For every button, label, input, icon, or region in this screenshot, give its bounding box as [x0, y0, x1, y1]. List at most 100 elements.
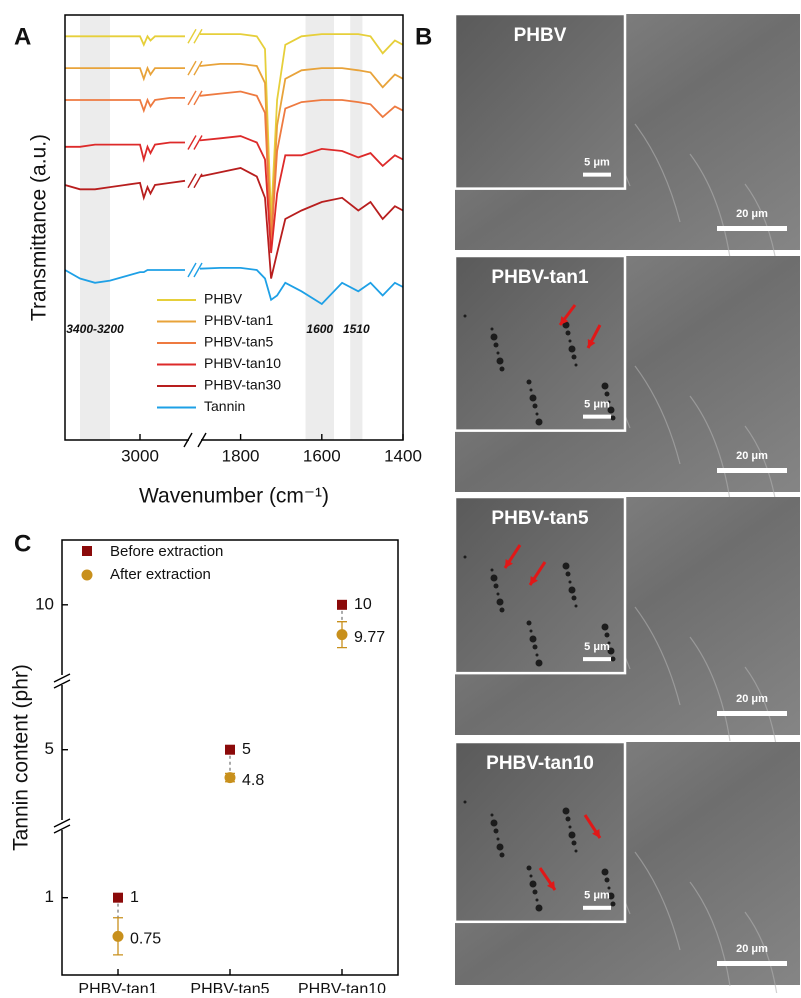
- pore: [496, 837, 500, 841]
- after-marker: [336, 629, 348, 641]
- pore: [532, 403, 538, 409]
- pore: [574, 363, 578, 367]
- y-axis-title: Transmittance (a.u.): [28, 134, 51, 321]
- sem-label: PHBV: [514, 25, 567, 46]
- pore: [529, 394, 537, 402]
- value-label: 4.8: [242, 772, 264, 789]
- pore: [568, 580, 572, 584]
- x-tick-label: PHBV-tan10: [298, 981, 386, 993]
- sem-texture: [689, 395, 731, 501]
- sem-texture: [689, 153, 731, 259]
- inset-scale-label: 5 μm: [584, 399, 610, 411]
- pore: [463, 555, 467, 559]
- arrow-head: [592, 829, 600, 838]
- inset-scale-bar: [583, 905, 611, 910]
- x-tick-label: PHBV-tan1: [78, 981, 157, 993]
- scale-label: 20 μm: [736, 450, 768, 462]
- scale-bar: [717, 226, 787, 231]
- panel-label: A: [14, 23, 31, 50]
- pore: [532, 644, 538, 650]
- pore: [496, 843, 504, 851]
- sem-label: PHBV-tan10: [486, 753, 594, 774]
- pore: [565, 816, 571, 822]
- break-mark: [187, 60, 203, 76]
- scale-bar: [717, 961, 787, 966]
- inset-scale-label: 5 μm: [584, 890, 610, 902]
- y-tick-label: 10: [35, 594, 54, 613]
- sem-inset: [453, 495, 627, 675]
- break-mark: [187, 262, 203, 278]
- pore: [496, 598, 504, 606]
- x-axis-title: Wavenumber (cm⁻¹): [139, 485, 329, 508]
- pore: [565, 571, 571, 577]
- before-marker: [113, 892, 123, 903]
- pore: [496, 592, 500, 596]
- arrow-head: [505, 559, 513, 568]
- pore: [607, 886, 611, 890]
- pore: [604, 391, 610, 397]
- sem-texture: [744, 911, 779, 998]
- pore: [601, 623, 609, 631]
- pore: [490, 327, 494, 331]
- axis-break-gap: [57, 820, 67, 830]
- pore: [571, 840, 577, 846]
- arrow-head: [546, 881, 555, 890]
- sem-texture: [634, 851, 681, 951]
- pore: [526, 379, 532, 385]
- pore: [568, 345, 576, 353]
- pore: [463, 314, 467, 318]
- pore: [535, 898, 539, 902]
- pore: [562, 321, 570, 329]
- before-marker: [225, 744, 235, 755]
- sem-texture: [689, 636, 731, 742]
- pore: [499, 607, 505, 613]
- pore: [529, 635, 537, 643]
- axis-break-gap: [189, 436, 201, 444]
- x-tick-label: 1600: [303, 446, 341, 465]
- pore: [607, 892, 615, 900]
- pore: [493, 828, 499, 834]
- pore: [574, 849, 578, 853]
- value-label: 10: [354, 596, 372, 613]
- value-label: 9.77: [354, 629, 385, 646]
- pore: [463, 800, 467, 804]
- pore: [574, 604, 578, 608]
- sem-texture: [634, 606, 681, 706]
- scale-bar: [717, 468, 787, 473]
- pore: [490, 568, 494, 572]
- pore: [604, 632, 610, 638]
- inset-scale-label: 5 μm: [584, 641, 610, 653]
- arrow-head: [560, 316, 569, 325]
- band: [80, 15, 110, 440]
- pore: [604, 877, 610, 883]
- arrow-head: [587, 339, 596, 348]
- spectrum-line: [64, 167, 404, 279]
- pore: [529, 629, 533, 633]
- pore: [496, 351, 500, 355]
- axis-break: [183, 432, 207, 448]
- spectrum-line: [65, 90, 404, 245]
- pore: [535, 653, 539, 657]
- pore: [490, 813, 494, 817]
- pore: [493, 342, 499, 348]
- legend-label: Tannin: [204, 398, 245, 414]
- band: [350, 15, 363, 440]
- pore: [568, 825, 572, 829]
- pore: [562, 807, 570, 815]
- sem-texture: [634, 365, 681, 465]
- pore: [607, 641, 611, 645]
- band-label: 3400-3200: [66, 322, 124, 336]
- after-marker: [224, 772, 236, 784]
- spectrum-line: [65, 135, 404, 254]
- axis-break: [53, 673, 71, 689]
- pore: [499, 852, 505, 858]
- sem-label: PHBV-tan5: [491, 508, 589, 529]
- pore: [610, 656, 616, 662]
- legend-label: After extraction: [110, 566, 211, 583]
- value-label: 5: [242, 741, 251, 758]
- x-tick-label: PHBV-tan5: [190, 981, 269, 993]
- inset-scale-bar: [583, 657, 611, 662]
- band-label: 1600: [306, 322, 333, 336]
- pore: [526, 620, 532, 626]
